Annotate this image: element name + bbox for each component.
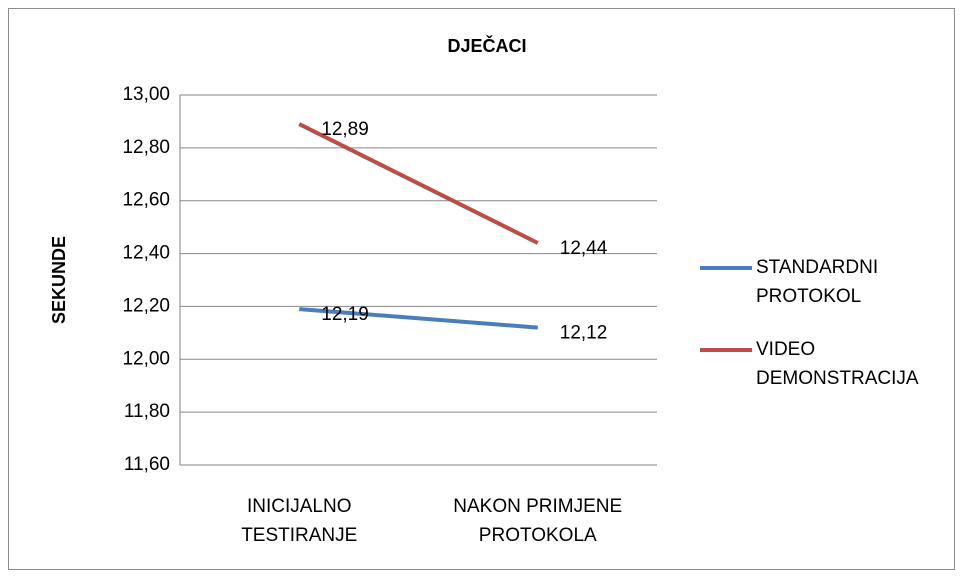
y-tick-label: 12,00 [122, 348, 170, 369]
y-tick-label: 12,60 [122, 190, 170, 211]
chart-frame [8, 8, 955, 570]
chart-title: DJEČACI [447, 35, 526, 56]
data-label: 12,19 [321, 304, 369, 325]
x-tick-label: NAKON PRIMJENE PROTOKOLA [453, 496, 623, 546]
y-tick-label: 12,80 [122, 137, 170, 158]
series-line [298, 122, 539, 245]
legend-label: STANDARDNI PROTOKOL [756, 257, 879, 307]
y-tick-label: 12,40 [122, 243, 170, 264]
y-tick-label: 11,60 [124, 454, 170, 475]
data-label: 12,12 [560, 323, 608, 344]
y-tick-label: 13,00 [122, 84, 170, 105]
y-axis-label: SEKUNDE [49, 236, 69, 324]
y-tick-label: 12,20 [122, 295, 170, 316]
legend-label: VIDEO DEMONSTRACIJA [756, 339, 919, 389]
series-line [299, 307, 538, 330]
x-tick-label: INICIJALNO TESTIRANJE [241, 496, 358, 546]
data-label: 12,44 [560, 238, 608, 259]
data-label: 12,89 [321, 119, 369, 140]
y-tick-label: 11,80 [124, 401, 170, 422]
